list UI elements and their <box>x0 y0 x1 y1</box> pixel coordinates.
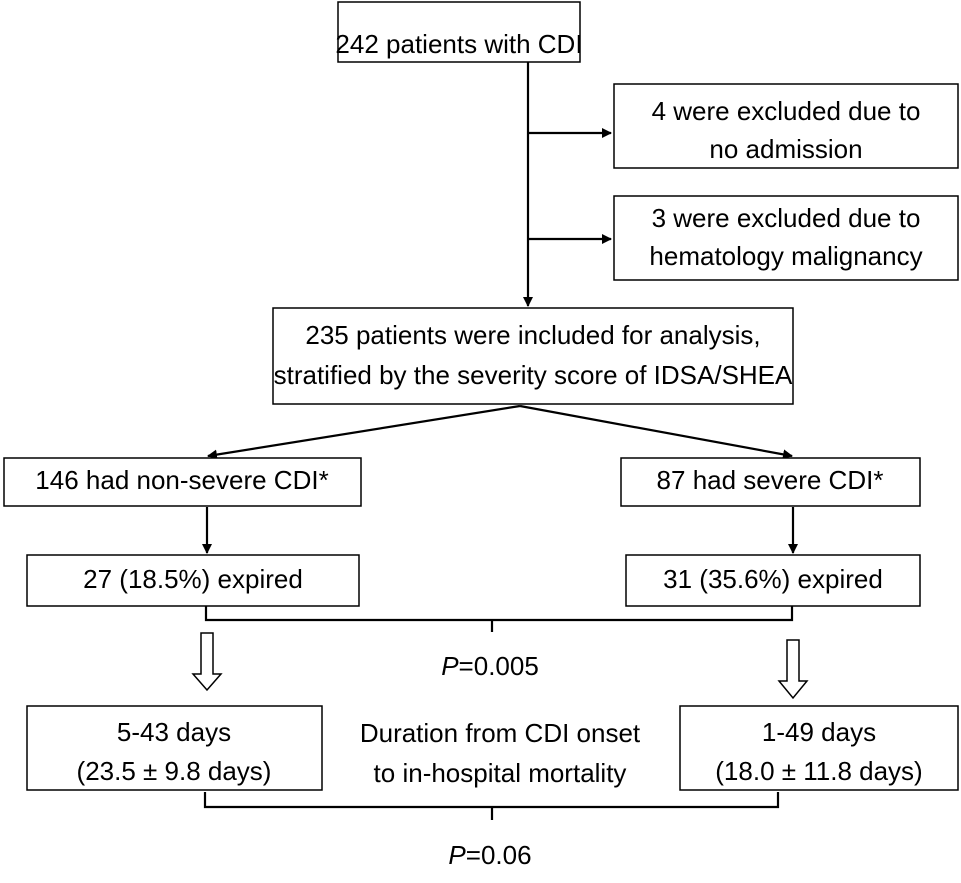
arrow <box>519 404 793 460</box>
connectors <box>191 62 809 820</box>
box <box>679 705 959 791</box>
node-label: 3 were excluded due to <box>652 203 921 233</box>
p-number: =0.005 <box>459 651 539 681</box>
node-label: (18.0 ± 11.8 days) <box>715 756 922 786</box>
hollow-arrow <box>191 632 223 692</box>
p-symbol: P <box>448 840 466 870</box>
node-label: hematology malignancy <box>649 241 922 271</box>
box <box>625 554 921 607</box>
p-symbol: P <box>441 651 459 681</box>
node-label: 4 were excluded due to <box>652 96 921 126</box>
node-label: 235 patients were included for analysis, <box>305 320 760 350</box>
p-number: =0.06 <box>466 840 532 870</box>
box <box>613 195 959 281</box>
node-label: no admission <box>709 134 862 164</box>
box <box>3 457 362 507</box>
node-label: 31 (35.6%) expired <box>663 564 883 594</box>
box <box>620 457 921 507</box>
node-label: 242 patients with CDI <box>335 29 582 59</box>
box <box>272 307 794 405</box>
node-label: (23.5 ± 9.8 days) <box>77 756 272 786</box>
node-label: 27 (18.5%) expired <box>83 564 303 594</box>
node-label: stratified by the severity score of IDSA… <box>274 360 793 390</box>
box <box>26 554 360 607</box>
bracket <box>204 606 794 632</box>
node-label: 5-43 days <box>117 717 231 747</box>
box <box>613 83 959 169</box>
node-label: 87 had severe CDI* <box>657 465 884 495</box>
box <box>337 1 581 63</box>
box <box>26 705 323 791</box>
node-label: 1-49 days <box>762 717 876 747</box>
hollow-arrow <box>777 639 809 700</box>
arrow <box>207 404 521 460</box>
node-label: 146 had non-severe CDI* <box>35 465 328 495</box>
annotation: Duration from CDI onset <box>360 718 641 748</box>
bracket <box>203 792 780 820</box>
p-value: P=0.005 <box>441 651 539 681</box>
annotation: to in-hospital mortality <box>374 758 627 788</box>
p-value: P=0.06 <box>448 840 531 870</box>
